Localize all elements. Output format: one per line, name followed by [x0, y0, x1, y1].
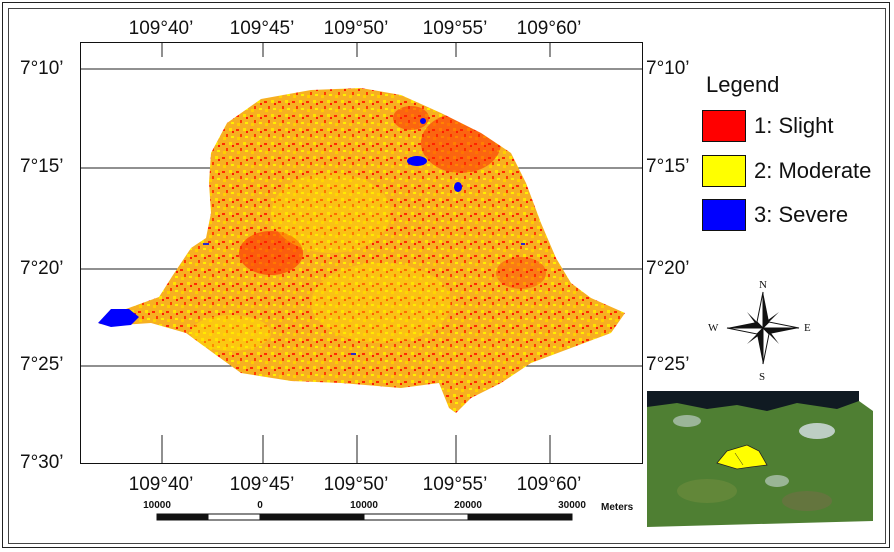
lon-label-bottom-4: 109°55’ — [422, 474, 488, 495]
lat-label-right-4: 7°25’ — [646, 354, 690, 375]
lat-label-left-1: 7°10’ — [20, 58, 64, 79]
scale-tick-label: 20000 — [454, 500, 482, 511]
lat-label-right-1: 7°10’ — [646, 58, 690, 79]
legend-item-severe: 3: Severe — [702, 199, 892, 233]
inner-frame — [8, 8, 886, 544]
lon-label-top-4: 109°55’ — [422, 18, 488, 39]
lon-label-top-2: 109°45’ — [229, 18, 295, 39]
lon-label-top-3: 109°50’ — [323, 18, 389, 39]
compass-rose: N S E W — [708, 278, 818, 388]
lon-label-bottom-1: 109°40’ — [128, 474, 194, 495]
inset-image — [647, 391, 873, 527]
map-panel — [80, 42, 643, 464]
legend-swatch-severe — [702, 199, 746, 231]
scale-units-label: Meters — [601, 502, 634, 513]
lon-label-top-5: 109°60’ — [516, 18, 582, 39]
legend-title: Legend — [706, 72, 780, 97]
compass-s-label: S — [759, 371, 766, 383]
legend-item-moderate: 2: Moderate — [702, 155, 892, 189]
legend-label-slight: 1: Slight — [754, 113, 834, 138]
compass-w-label: W — [708, 322, 719, 334]
compass-rose-icon — [726, 291, 800, 365]
scale-bar: 10000 0 10000 20000 30000 — [130, 498, 650, 538]
scale-tick-label: 0 — [257, 500, 263, 511]
lon-label-bottom-5: 109°60’ — [516, 474, 582, 495]
lon-label-top-1: 109°40’ — [128, 18, 194, 39]
compass-n-label: N — [759, 279, 767, 291]
lon-label-bottom-2: 109°45’ — [229, 474, 295, 495]
scale-tick-label: 10000 — [350, 500, 378, 511]
legend-swatch-slight — [702, 110, 746, 142]
scale-bar-graphic — [156, 513, 573, 521]
compass-e-label: E — [804, 322, 811, 334]
scale-tick-label: 30000 — [558, 500, 586, 511]
lat-label-left-3: 7°20’ — [20, 258, 64, 279]
lon-label-bottom-3: 109°50’ — [323, 474, 389, 495]
erosion-map — [81, 43, 642, 463]
scale-tick-label: 10000 — [143, 500, 171, 511]
legend-label-severe: 3: Severe — [754, 202, 849, 227]
lat-label-right-2: 7°15’ — [646, 156, 690, 177]
erosion-region — [98, 88, 625, 413]
legend-label-moderate: 2: Moderate — [754, 158, 872, 183]
legend-swatch-moderate — [702, 155, 746, 187]
lat-label-left-4: 7°25’ — [20, 354, 64, 375]
lat-label-left-5: 7°30’ — [20, 452, 64, 473]
lat-label-left-2: 7°15’ — [20, 156, 64, 177]
inset-satellite-map — [647, 391, 873, 527]
legend-item-slight: 1: Slight — [702, 110, 892, 144]
lat-label-right-3: 7°20’ — [646, 258, 690, 279]
